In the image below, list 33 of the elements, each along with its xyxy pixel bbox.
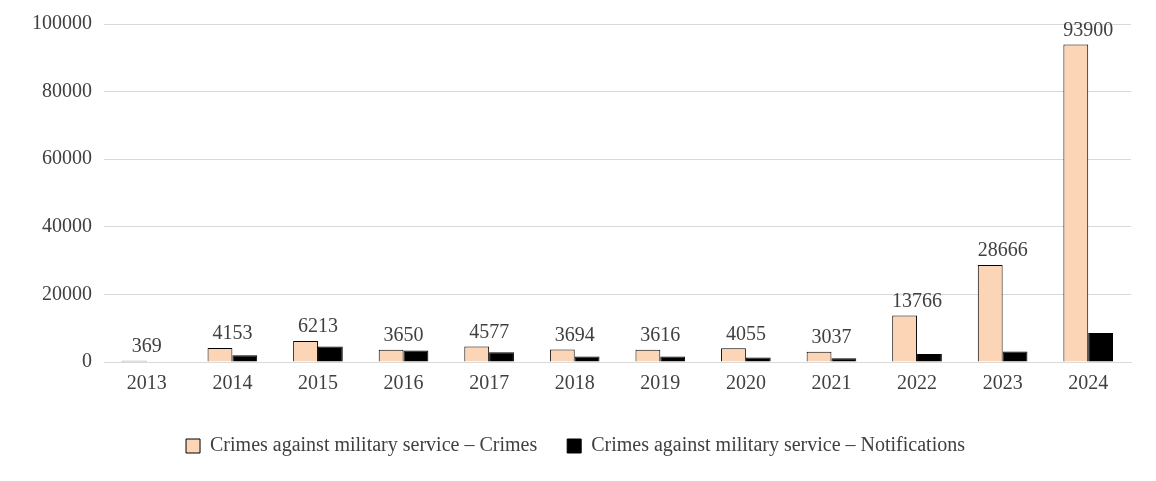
x-tick-label: 2016 [383,371,424,394]
x-tick-label: 2019 [640,371,681,394]
y-tick-label: 40000 [42,214,92,237]
x-tick-label: 2024 [1068,371,1109,394]
data-label: 369 [131,334,162,356]
data-label: 28666 [977,238,1028,261]
data-label: 3616 [640,323,681,346]
y-tick-label: 100000 [32,11,92,34]
y-tick-label: 60000 [42,146,92,169]
data-label: 4055 [725,321,766,344]
y-tick-label: 20000 [42,281,92,304]
x-tick-label: 2023 [982,371,1023,394]
y-tick-label: 0 [82,349,92,372]
x-tick-label: 2013 [126,371,167,394]
x-tick-label: 2022 [897,371,938,394]
data-label: 6213 [297,314,338,337]
data-label: 93900 [1063,17,1114,40]
x-tick-label: 2015 [297,371,338,394]
data-label: 3037 [811,324,852,347]
y-tick-label: 80000 [42,78,92,101]
data-label: 3650 [383,322,424,345]
x-tick-label: 2021 [811,371,852,394]
data-label: 3694 [554,322,595,345]
legend-label: Crimes against military service – Notifications [591,433,966,457]
data-label: 4153 [212,321,253,344]
x-tick-label: 2020 [725,371,766,394]
x-tick-label: 2017 [469,371,510,394]
data-label: 4577 [469,319,510,342]
bar [317,346,343,362]
data-label: 13766 [892,288,943,311]
legend-label: Crimes against military service – Crimes [210,433,538,457]
x-tick-label: 2014 [212,371,253,394]
x-tick-label: 2018 [554,371,595,394]
